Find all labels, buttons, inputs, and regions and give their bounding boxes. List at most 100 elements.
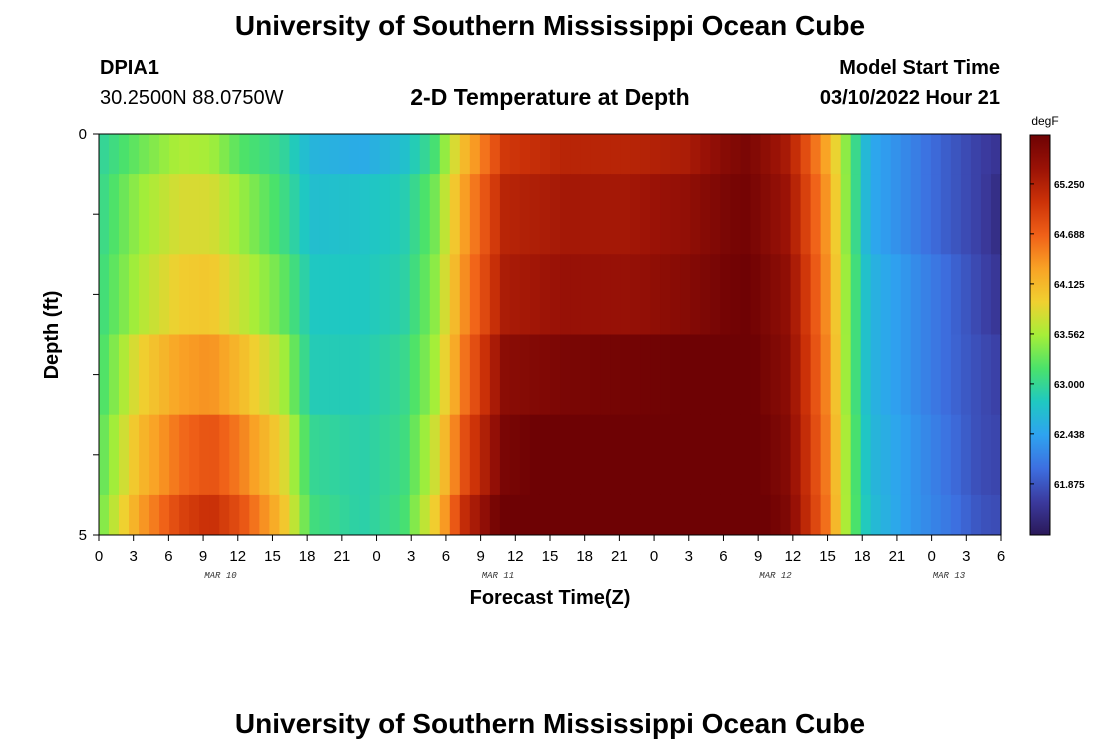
x-tick-label: 6 xyxy=(719,548,727,565)
heatmap-cell xyxy=(740,494,752,536)
heatmap-cell xyxy=(730,414,742,496)
heatmap-cell xyxy=(860,494,872,536)
heatmap-cell xyxy=(720,134,731,175)
heatmap-cell xyxy=(810,494,822,536)
heatmap-cell xyxy=(840,134,852,175)
heatmap-cell xyxy=(720,494,731,536)
heatmap-cell xyxy=(459,334,471,416)
heatmap-cell xyxy=(870,414,882,496)
heatmap-cell xyxy=(169,414,180,496)
heatmap-cell xyxy=(990,254,1002,335)
heatmap-cell xyxy=(860,134,872,175)
heatmap-cell xyxy=(720,254,731,335)
y-tick-label: 5 xyxy=(79,527,87,544)
heatmap-cell xyxy=(850,334,862,416)
heatmap-cell xyxy=(539,334,551,416)
heatmap-cell xyxy=(499,174,511,255)
heatmap-cell xyxy=(399,134,411,175)
heatmap-cell xyxy=(880,134,892,175)
heatmap-cell xyxy=(650,414,661,496)
heatmap-cell xyxy=(179,174,190,255)
heatmap-cell xyxy=(409,174,421,255)
heatmap-cell xyxy=(810,254,822,335)
heatmap-cell xyxy=(299,134,311,175)
heatmap-cell xyxy=(239,134,250,175)
heatmap-cell xyxy=(810,174,822,255)
heatmap-cell xyxy=(439,254,451,335)
heatmap-cell xyxy=(590,134,601,175)
heatmap-cell xyxy=(469,254,481,335)
heatmap-cell xyxy=(269,134,280,175)
heatmap-cell xyxy=(339,334,351,416)
x-axis-label: Forecast Time(Z) xyxy=(470,587,631,609)
heatmap-cell xyxy=(920,134,932,175)
heatmap-cell xyxy=(830,494,842,536)
heatmap-cell xyxy=(820,174,832,255)
heatmap-cell xyxy=(479,254,491,335)
colorbar-scale xyxy=(1029,134,1051,536)
heatmap-cell xyxy=(529,134,541,175)
heatmap-cell xyxy=(529,334,541,416)
heatmap-cell xyxy=(429,414,441,496)
heatmap-cell xyxy=(379,134,391,175)
heatmap-cell xyxy=(369,334,381,416)
heatmap-cell xyxy=(860,174,872,255)
heatmap-cell xyxy=(980,334,992,416)
heatmap-cell xyxy=(239,414,250,496)
heatmap-cell xyxy=(439,494,451,536)
heatmap-cell xyxy=(449,494,461,536)
x-tick-label: 3 xyxy=(685,548,693,565)
heatmap-cell xyxy=(970,414,982,496)
heatmap-cell xyxy=(109,174,120,255)
heatmap-cell xyxy=(309,494,321,536)
heatmap-cell xyxy=(199,134,210,175)
y-tick-label: 0 xyxy=(79,126,87,143)
heatmap-cell xyxy=(590,334,601,416)
heatmap-cell xyxy=(439,174,451,255)
heatmap-cell xyxy=(750,414,762,496)
heatmap-cell xyxy=(700,254,711,335)
heatmap-cell xyxy=(930,254,942,335)
heatmap-cell xyxy=(299,494,311,536)
colorbar-tick-label: 65.250 xyxy=(1054,180,1085,191)
heatmap-cell xyxy=(459,414,471,496)
heatmap-cell xyxy=(930,334,942,416)
heatmap-cell xyxy=(529,254,541,335)
heatmap-cell xyxy=(159,334,170,416)
heatmap-cell xyxy=(910,174,922,255)
heatmap-cell xyxy=(890,174,902,255)
heatmap-cell xyxy=(750,494,762,536)
heatmap-cell xyxy=(770,334,782,416)
heatmap-cell xyxy=(189,414,200,496)
heatmap-cell xyxy=(359,334,371,416)
y-axis: 05 xyxy=(79,126,99,544)
heatmap-cell xyxy=(550,174,561,255)
heatmap-cell xyxy=(489,414,501,496)
heatmap-cell xyxy=(199,174,210,255)
heatmap-cell xyxy=(109,254,120,335)
heatmap-cell xyxy=(960,334,972,416)
heatmap-cell xyxy=(249,414,260,496)
heatmap-cell xyxy=(519,494,531,536)
heatmap-cell xyxy=(319,494,331,536)
colorbar-tick-label: 63.000 xyxy=(1054,380,1085,391)
heatmap-cell xyxy=(890,134,902,175)
heatmap-cell xyxy=(289,494,301,536)
heatmap-cell xyxy=(880,174,892,255)
heatmap-cell xyxy=(349,174,361,255)
heatmap-cell xyxy=(970,494,982,536)
heatmap-cell xyxy=(399,174,411,255)
heatmap-cell xyxy=(209,334,220,416)
heatmap-cell xyxy=(650,494,661,536)
heatmap-cell xyxy=(950,174,962,255)
heatmap-cell xyxy=(349,134,361,175)
heatmap-cell xyxy=(600,414,611,496)
heatmap-cell xyxy=(109,494,120,536)
heatmap-cell xyxy=(99,254,110,335)
chart-subtitle: 2-D Temperature at Depth xyxy=(410,84,690,110)
heatmap-cell xyxy=(199,254,210,335)
heatmap-cell xyxy=(129,494,140,536)
model-start-label: Model Start Time xyxy=(839,57,1000,79)
heatmap-cell xyxy=(249,334,260,416)
x-tick-label: 0 xyxy=(650,548,658,565)
